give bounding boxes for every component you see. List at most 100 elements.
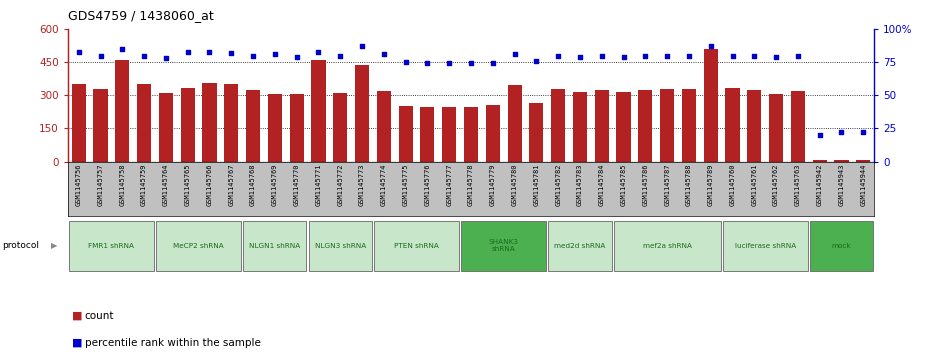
- Text: GSM1145773: GSM1145773: [359, 163, 365, 206]
- Text: ▶: ▶: [51, 241, 57, 250]
- Bar: [508, 85, 522, 162]
- Text: GSM1145772: GSM1145772: [337, 163, 343, 206]
- Point: [311, 49, 326, 54]
- Bar: [246, 90, 260, 162]
- Text: GSM1145758: GSM1145758: [120, 163, 125, 206]
- Text: NLGN3 shRNA: NLGN3 shRNA: [315, 243, 365, 249]
- FancyBboxPatch shape: [69, 221, 154, 271]
- Text: GSM1145776: GSM1145776: [425, 163, 430, 206]
- Point: [333, 53, 348, 58]
- Text: GSM1145779: GSM1145779: [490, 163, 495, 206]
- Text: GSM1145766: GSM1145766: [206, 163, 213, 206]
- Bar: [486, 105, 500, 162]
- Text: GSM1145762: GSM1145762: [773, 163, 779, 206]
- Text: GSM1145765: GSM1145765: [185, 163, 190, 206]
- Point: [507, 51, 522, 57]
- Point: [834, 130, 849, 135]
- Point: [573, 54, 588, 60]
- Point: [268, 51, 283, 57]
- Bar: [312, 60, 326, 162]
- FancyBboxPatch shape: [723, 221, 807, 271]
- Text: GSM1145777: GSM1145777: [447, 163, 452, 206]
- Text: GSM1145761: GSM1145761: [752, 163, 757, 206]
- Point: [72, 49, 87, 54]
- Point: [769, 54, 784, 60]
- Text: MeCP2 shRNA: MeCP2 shRNA: [173, 243, 224, 249]
- Text: count: count: [85, 311, 114, 321]
- Point: [485, 61, 500, 66]
- Point: [354, 43, 369, 49]
- Text: GSM1145782: GSM1145782: [555, 163, 561, 206]
- Text: GSM1145775: GSM1145775: [402, 163, 409, 206]
- Bar: [725, 87, 739, 162]
- Bar: [137, 84, 151, 162]
- Text: FMR1 shRNA: FMR1 shRNA: [89, 243, 135, 249]
- Point: [681, 53, 696, 58]
- Bar: [835, 160, 849, 162]
- Bar: [398, 106, 413, 162]
- Text: GSM1145769: GSM1145769: [272, 163, 278, 206]
- FancyBboxPatch shape: [374, 221, 459, 271]
- Text: GSM1145786: GSM1145786: [642, 163, 648, 206]
- Bar: [72, 84, 86, 162]
- Text: GSM1145771: GSM1145771: [316, 163, 321, 206]
- Point: [551, 53, 566, 58]
- Text: ■: ■: [72, 311, 82, 321]
- Text: GSM1145780: GSM1145780: [512, 163, 517, 206]
- Bar: [268, 94, 282, 162]
- Text: GSM1145767: GSM1145767: [228, 163, 235, 206]
- Text: GSM1145757: GSM1145757: [98, 163, 104, 206]
- Bar: [616, 92, 630, 162]
- Point: [224, 50, 239, 56]
- FancyBboxPatch shape: [810, 221, 873, 271]
- Bar: [704, 49, 718, 162]
- Text: SHANK3
shRNA: SHANK3 shRNA: [489, 240, 519, 252]
- Bar: [333, 93, 348, 162]
- Bar: [813, 160, 827, 162]
- Point: [659, 53, 674, 58]
- Point: [442, 61, 457, 66]
- Point: [812, 132, 827, 138]
- Text: GSM1145943: GSM1145943: [838, 163, 844, 206]
- Text: GSM1145785: GSM1145785: [621, 163, 626, 206]
- Text: mef2a shRNA: mef2a shRNA: [642, 243, 691, 249]
- Text: GDS4759 / 1438060_at: GDS4759 / 1438060_at: [68, 9, 214, 22]
- Bar: [639, 90, 653, 162]
- Point: [594, 53, 609, 58]
- Text: mock: mock: [832, 243, 852, 249]
- Bar: [203, 83, 217, 162]
- Text: GSM1145770: GSM1145770: [294, 163, 300, 206]
- FancyBboxPatch shape: [156, 221, 241, 271]
- Point: [93, 53, 108, 58]
- Text: GSM1145942: GSM1145942: [817, 163, 822, 206]
- Point: [137, 53, 152, 58]
- Bar: [747, 90, 761, 162]
- Text: ■: ■: [72, 338, 82, 348]
- Text: NLGN1 shRNA: NLGN1 shRNA: [250, 243, 300, 249]
- Text: GSM1145760: GSM1145760: [729, 163, 736, 206]
- Point: [855, 130, 870, 135]
- Bar: [181, 87, 195, 162]
- Bar: [551, 89, 565, 162]
- Bar: [159, 93, 173, 162]
- Bar: [463, 107, 479, 162]
- Text: luciferase shRNA: luciferase shRNA: [735, 243, 796, 249]
- Text: GSM1145778: GSM1145778: [468, 163, 474, 206]
- Bar: [355, 65, 369, 162]
- FancyBboxPatch shape: [548, 221, 611, 271]
- Point: [747, 53, 762, 58]
- Text: PTEN shRNA: PTEN shRNA: [394, 243, 439, 249]
- Bar: [769, 94, 783, 162]
- Bar: [682, 89, 696, 162]
- FancyBboxPatch shape: [243, 221, 306, 271]
- Bar: [573, 92, 587, 162]
- Point: [202, 49, 217, 54]
- Bar: [791, 91, 805, 162]
- Text: GSM1145764: GSM1145764: [163, 163, 169, 206]
- Point: [638, 53, 653, 58]
- Text: GSM1145759: GSM1145759: [141, 163, 147, 206]
- Point: [398, 59, 414, 65]
- Point: [725, 53, 740, 58]
- Text: GSM1145756: GSM1145756: [75, 163, 82, 206]
- Bar: [442, 107, 456, 162]
